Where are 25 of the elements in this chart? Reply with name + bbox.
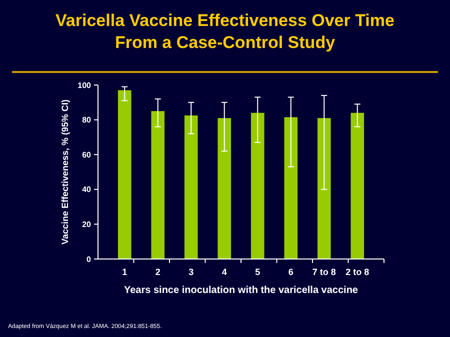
y-tick-label: 0 xyxy=(86,254,92,264)
bar xyxy=(250,112,264,259)
x-tick-label: 7 to 8 xyxy=(312,267,336,277)
x-tick-label: 1 xyxy=(122,267,128,277)
y-tick-label: 60 xyxy=(82,150,92,160)
bar xyxy=(184,115,198,259)
bar xyxy=(350,112,364,259)
x-tick-label: 2 xyxy=(155,267,160,277)
y-tick-label: 40 xyxy=(82,185,92,194)
x-tick-label: 5 xyxy=(255,267,260,277)
bar xyxy=(151,111,165,259)
y-tick-label: 20 xyxy=(82,220,92,229)
bar xyxy=(284,117,298,259)
x-tick-label: 4 xyxy=(222,267,227,277)
x-tick-label: 2 to 8 xyxy=(346,267,370,277)
y-axis-title: Vaccine Effectiveness, % (95% CI) xyxy=(60,99,70,245)
chart-title: Varicella Vaccine Effectiveness Over Time From a Case-Control Study xyxy=(56,11,394,52)
x-tick-label: 3 xyxy=(188,267,194,277)
bar xyxy=(218,118,232,259)
x-axis-title: Years since inoculation with the varicella vaccine xyxy=(124,285,358,296)
x-tick-label: 6 xyxy=(288,267,294,277)
bar xyxy=(118,90,132,259)
bar xyxy=(317,118,331,259)
y-tick-label: 80 xyxy=(82,116,92,125)
y-tick-label: 100 xyxy=(78,80,92,90)
